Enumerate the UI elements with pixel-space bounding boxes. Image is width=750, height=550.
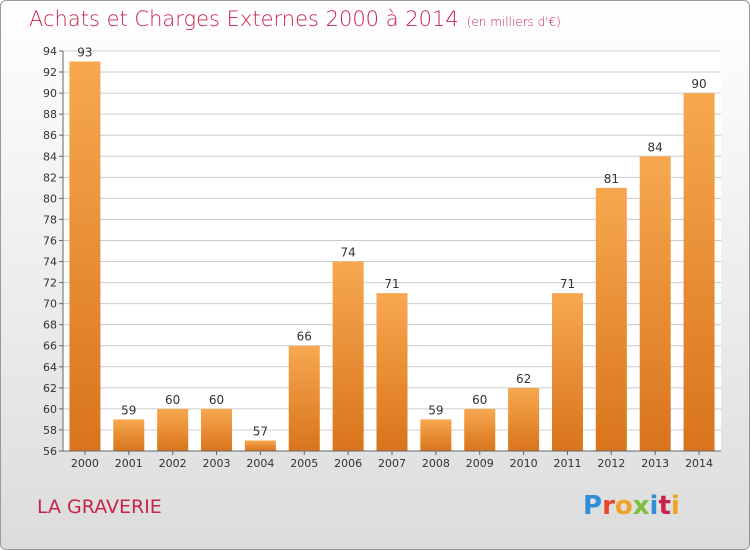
value-label: 93 [77, 46, 92, 60]
x-tick-label: 2010 [510, 457, 538, 470]
x-tick-label: 2005 [290, 457, 318, 470]
y-tick-label: 66 [43, 340, 57, 353]
bar-2012 [595, 187, 627, 451]
bar-2003 [201, 408, 233, 451]
bar-2000 [69, 61, 101, 452]
logo-letter: i [649, 491, 659, 521]
x-tick-label: 2011 [553, 457, 581, 470]
bar-2013 [639, 156, 671, 451]
x-tick-label: 2002 [159, 457, 187, 470]
x-tick-label: 2000 [71, 457, 99, 470]
y-tick-label: 74 [43, 256, 57, 269]
y-tick-label: 88 [43, 108, 57, 121]
bars [69, 61, 715, 452]
bar-2010 [508, 387, 540, 451]
value-label: 60 [472, 393, 487, 407]
y-tick-label: 76 [43, 234, 57, 247]
y-tick-label: 56 [43, 445, 57, 458]
x-tick-label: 2009 [466, 457, 494, 470]
city-name: LA GRAVERIE [37, 496, 162, 518]
value-label: 81 [604, 172, 619, 186]
y-tick-label: 94 [43, 45, 57, 58]
value-label: 74 [340, 246, 355, 260]
y-tick-label: 60 [43, 403, 57, 416]
x-axis: 2000 2001 2002 2003 2004 2005 2006 2007 2008 2009… [63, 450, 721, 470]
y-axis: 56 58 60 62 64 66 68 70 72 74 76 78 80 82 84 86 88 90 92 94 [43, 45, 64, 458]
logo-letter: x [632, 491, 650, 521]
y-tick-label: 68 [43, 319, 57, 332]
bar-2014 [683, 93, 715, 452]
y-tick-label: 72 [43, 277, 57, 290]
bar-2001 [113, 419, 145, 451]
bar-2009 [464, 408, 496, 451]
y-tick-label: 58 [43, 424, 57, 437]
value-labels: 93 59 60 60 57 66 74 71 59 60 62 71 81 84 90 [77, 46, 706, 439]
y-tick-label: 82 [43, 171, 57, 184]
proxiti-logo[interactable]: Proxiti [583, 491, 680, 521]
y-tick-label: 90 [43, 87, 57, 100]
chart-title: Achats et Charges Externes 2000 à 2014 (e… [29, 7, 561, 31]
chart-subtitle: (en milliers d'€) [466, 15, 561, 29]
value-label: 66 [297, 330, 312, 344]
value-label: 71 [560, 277, 575, 291]
x-tick-label: 2014 [685, 457, 713, 470]
bar-2005 [288, 345, 320, 451]
value-label: 90 [691, 77, 706, 91]
logo-letter: t [658, 491, 671, 521]
y-tick-label: 92 [43, 66, 57, 79]
value-label: 84 [648, 140, 663, 154]
bar-2007 [376, 293, 408, 451]
value-label: 71 [384, 277, 399, 291]
bar-2008 [420, 419, 452, 451]
bar-2006 [332, 261, 364, 451]
value-label: 62 [516, 372, 531, 386]
value-label: 59 [121, 403, 136, 417]
bar-2004 [244, 440, 276, 451]
y-tick-label: 62 [43, 382, 57, 395]
x-tick-label: 2001 [115, 457, 143, 470]
x-tick-label: 2004 [246, 457, 274, 470]
value-label: 59 [428, 403, 443, 417]
value-label: 60 [209, 393, 224, 407]
x-tick-label: 2012 [597, 457, 625, 470]
logo-letter: i [670, 491, 680, 521]
value-label: 57 [253, 424, 268, 438]
x-tick-label: 2006 [334, 457, 362, 470]
y-tick-label: 70 [43, 298, 57, 311]
x-tick-label: 2003 [203, 457, 231, 470]
chart-title-text: Achats et Charges Externes 2000 à 2014 [29, 7, 459, 31]
bar-2002 [157, 408, 189, 451]
y-tick-label: 84 [43, 150, 57, 163]
y-tick-label: 86 [43, 129, 57, 142]
logo-letter: r [602, 491, 615, 521]
logo-letter: o [614, 491, 633, 521]
value-label: 60 [165, 393, 180, 407]
logo-letter: P [583, 491, 603, 521]
x-tick-label: 2013 [641, 457, 669, 470]
x-tick-label: 2007 [378, 457, 406, 470]
y-tick-label: 80 [43, 192, 57, 205]
y-tick-label: 64 [43, 361, 57, 374]
bar-2011 [551, 293, 583, 451]
y-tick-label: 78 [43, 213, 57, 226]
x-tick-label: 2008 [422, 457, 450, 470]
